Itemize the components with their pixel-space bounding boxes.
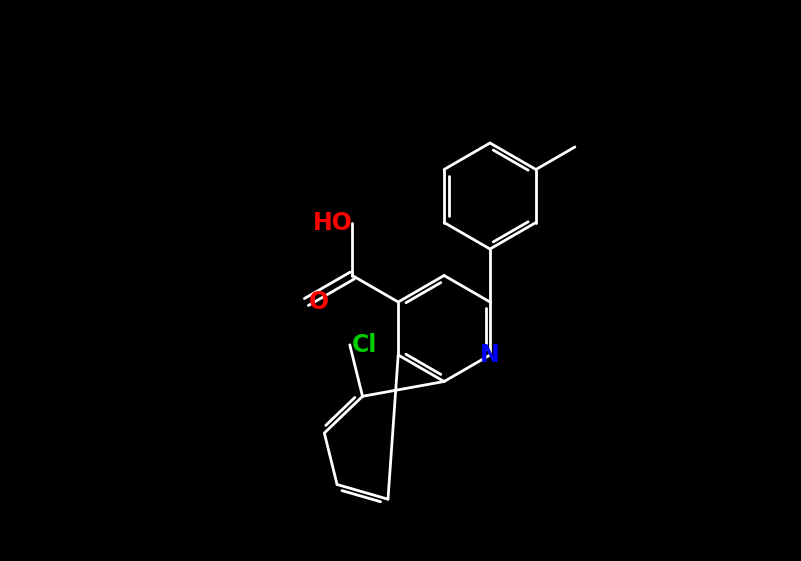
Text: Cl: Cl: [352, 333, 377, 357]
Text: N: N: [480, 343, 500, 367]
Text: HO: HO: [312, 210, 352, 234]
Text: O: O: [308, 290, 328, 314]
